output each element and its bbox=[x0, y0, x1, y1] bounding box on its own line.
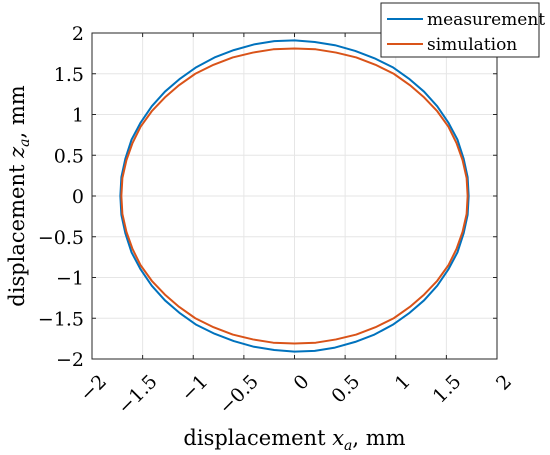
legend: measurement simulation bbox=[380, 2, 545, 58]
x-axis-label-var: x bbox=[332, 426, 344, 450]
legend-label-simulation: simulation bbox=[427, 35, 517, 55]
x-axis-label-sub: a bbox=[344, 438, 352, 454]
series-line-simulation bbox=[120, 47, 469, 345]
x-axis-label-unit: , mm bbox=[352, 426, 405, 450]
y-axis-label: displacement za, mm bbox=[5, 85, 33, 306]
y-tick-label: 1.5 bbox=[54, 64, 84, 86]
x-tick-labels: −2 −1.5 −1 −0.5 0 0.5 1 1.5 2 bbox=[76, 371, 516, 419]
y-tick-label: 0 bbox=[72, 186, 84, 208]
x-tick-label: −1.5 bbox=[114, 371, 162, 419]
y-tick-label: 1 bbox=[72, 105, 84, 127]
y-tick-label: 2 bbox=[72, 23, 84, 45]
grid-lines bbox=[91, 32, 498, 360]
x-tick-label: 1.5 bbox=[429, 371, 466, 408]
x-tick-label: 0.5 bbox=[327, 371, 364, 408]
legend-label-measurement: measurement bbox=[427, 10, 545, 30]
y-axis-label-sub: a bbox=[17, 138, 33, 146]
y-axis-label-text: displacement bbox=[5, 158, 29, 307]
y-tick-label: 0.5 bbox=[54, 145, 84, 167]
x-tick-label: −1 bbox=[177, 371, 212, 406]
y-tick-label: −1.5 bbox=[38, 308, 84, 330]
y-axis-label-unit: , mm bbox=[5, 85, 29, 138]
y-axis-label-var: z bbox=[5, 146, 29, 159]
x-tick-label: 1 bbox=[391, 371, 415, 395]
x-tick-label: 2 bbox=[492, 371, 516, 395]
x-tick-label: −2 bbox=[76, 371, 111, 406]
x-tick-label: 0 bbox=[290, 371, 314, 395]
x-axis-label: displacement xa, mm bbox=[183, 426, 405, 454]
legend-box bbox=[380, 2, 540, 58]
x-tick-label: −0.5 bbox=[215, 371, 263, 419]
y-tick-label: −0.5 bbox=[38, 227, 84, 249]
x-axis-label-text: displacement bbox=[183, 426, 332, 450]
y-tick-label: −1 bbox=[56, 268, 84, 290]
series-layer bbox=[119, 39, 470, 353]
y-tick-label: −2 bbox=[56, 349, 84, 371]
series-line-measurement bbox=[119, 39, 470, 353]
y-tick-labels: −2 −1.5 −1 −0.5 0 0.5 1 1.5 2 bbox=[38, 23, 84, 371]
